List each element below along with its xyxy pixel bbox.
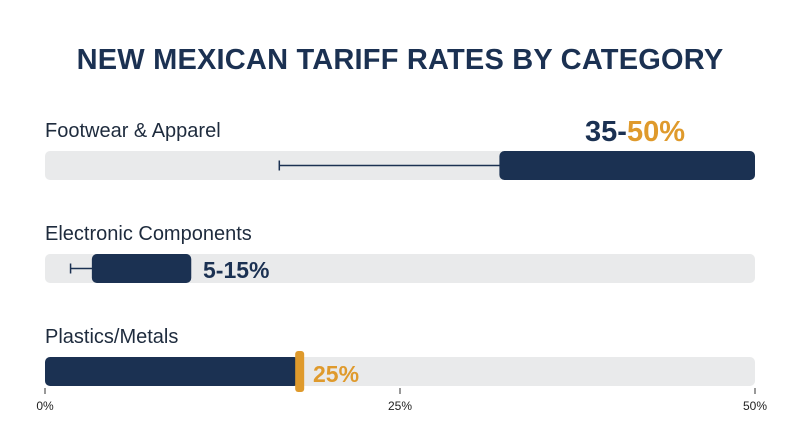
value-label: 35-50% xyxy=(585,116,685,148)
tariff-range-bar xyxy=(91,254,192,283)
tick-label: 50% xyxy=(743,399,767,413)
bar-track xyxy=(45,254,755,283)
value-label-high: 50% xyxy=(627,116,685,148)
value-label: 25% xyxy=(313,361,359,387)
tariff-range-bar xyxy=(45,357,300,386)
tick-label: 0% xyxy=(36,399,54,413)
chart-title: NEW MEXICAN TARIFF RATES BY CATEGORY xyxy=(76,44,724,76)
value-label: 5-15% xyxy=(203,257,269,283)
category-label: Plastics/Metals xyxy=(45,326,178,348)
tariff-range-bar xyxy=(499,151,755,180)
rate-marker xyxy=(295,351,305,392)
category-label: Electronic Components xyxy=(45,223,252,245)
category-label: Footwear & Apparel xyxy=(45,120,221,142)
value-label-low: 35- xyxy=(585,116,627,148)
tick-label: 25% xyxy=(388,399,412,413)
